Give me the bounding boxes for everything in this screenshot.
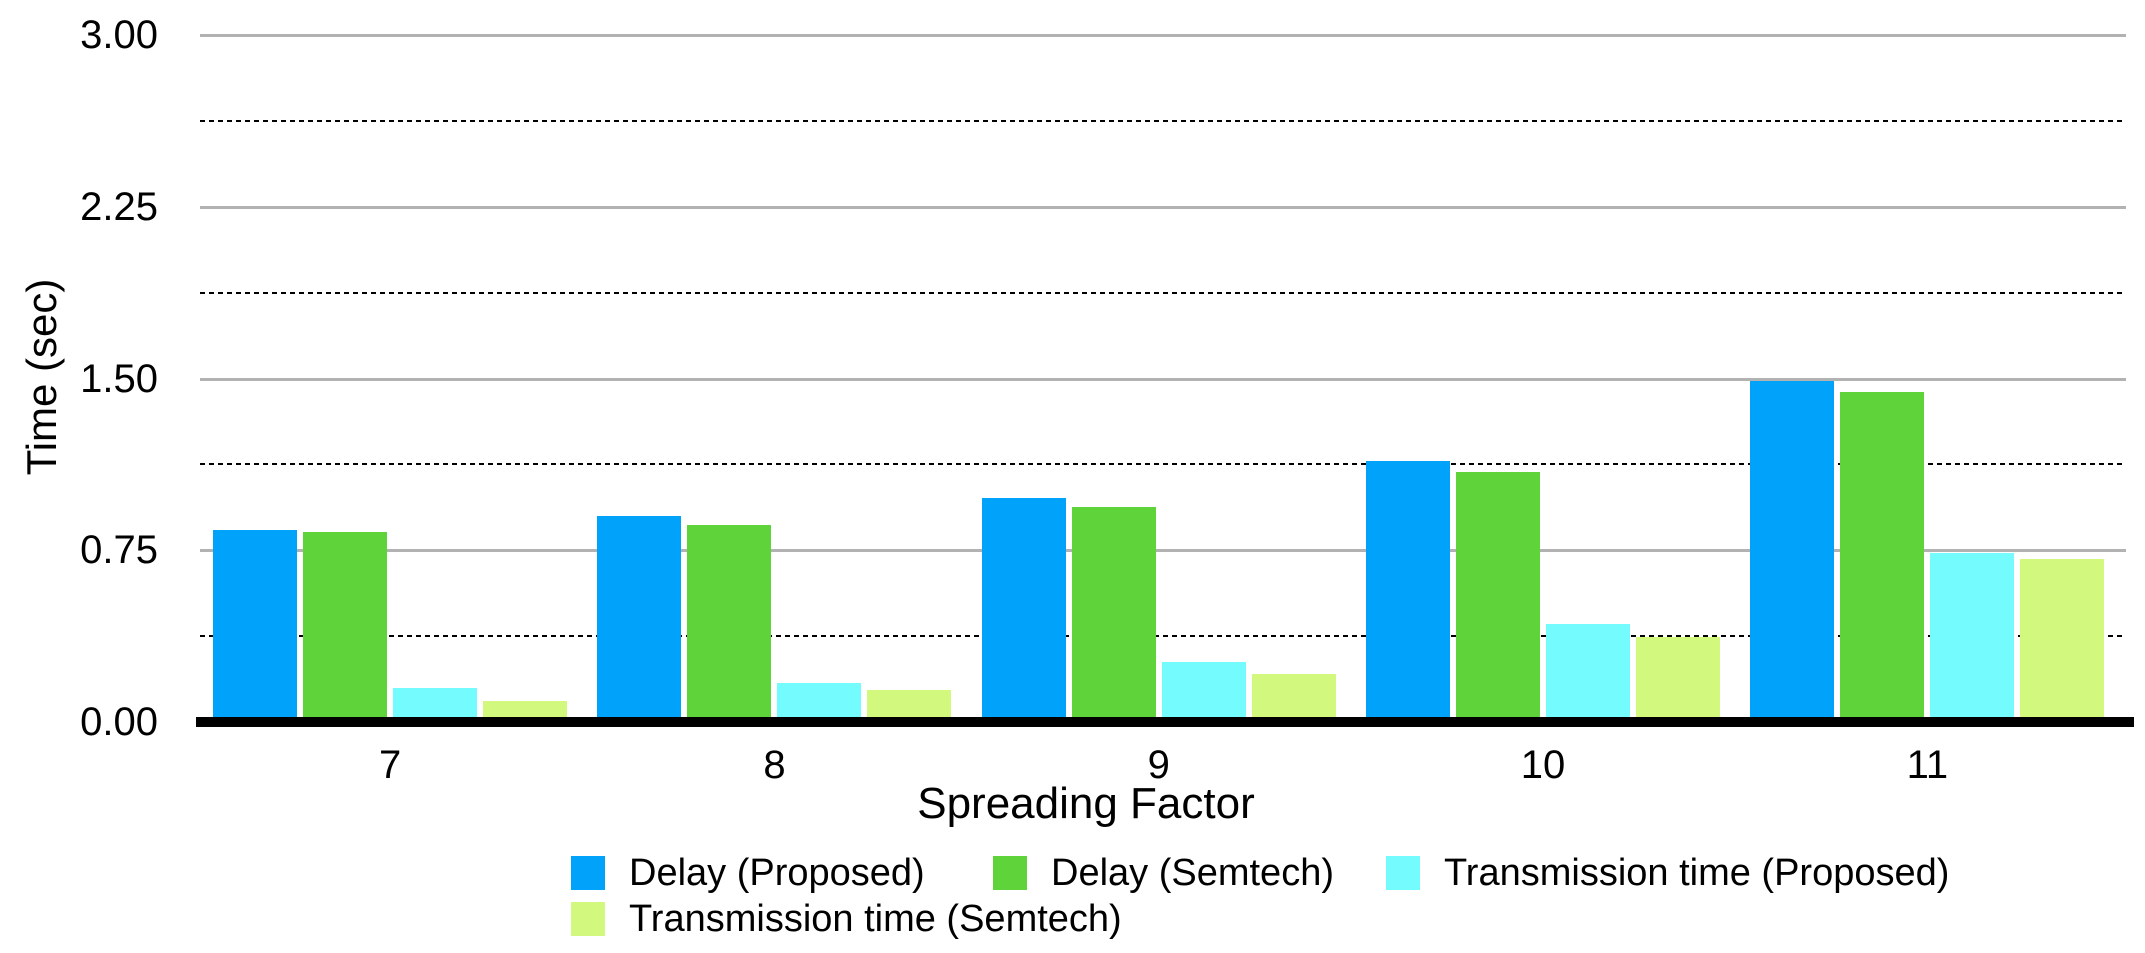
legend-label-transmission-time-semtech: Transmission time (Semtech)	[629, 898, 1122, 940]
legend-swatch-delay-semtech	[993, 856, 1027, 890]
bar-delay-semtech-sf7	[303, 531, 388, 722]
gridline-minor-1.125	[200, 463, 2126, 466]
x-tick-label-10: 10	[1520, 743, 1566, 787]
legend-label-delay-proposed: Delay (Proposed)	[629, 852, 925, 894]
bar-delay-semtech-sf11	[1840, 392, 1925, 722]
bar-transmission-time-proposed-sf10	[1546, 623, 1631, 722]
x-tick-label-7: 7	[379, 743, 402, 787]
bar-transmission-time-proposed-sf9	[1161, 662, 1246, 722]
x-axis-line	[196, 717, 2134, 727]
bar-delay-semtech-sf8	[687, 525, 772, 722]
bar-transmission-time-semtech-sf11	[2020, 559, 2105, 722]
x-tick-label-8: 8	[763, 743, 786, 787]
bar-transmission-time-semtech-sf8	[867, 689, 952, 722]
gridline-minor-0.375	[200, 635, 2126, 638]
bar-delay-proposed-sf10	[1366, 460, 1451, 722]
y-axis-title: Time (sec)	[18, 278, 65, 476]
bar-transmission-time-semtech-sf7	[483, 701, 568, 722]
bar-transmission-time-proposed-sf7	[393, 687, 478, 722]
bar-transmission-time-proposed-sf8	[777, 683, 862, 722]
y-tick-label-3.00: 3.00	[80, 13, 158, 57]
y-tick-label-1.50: 1.50	[80, 356, 158, 401]
bar-transmission-time-semtech-sf10	[1636, 637, 1721, 722]
y-tick-label-0.00: 0.00	[80, 700, 158, 744]
gridline-major-2.25	[200, 205, 2126, 209]
legend-label-delay-semtech: Delay (Semtech)	[1051, 852, 1334, 894]
y-tick-label-0.75: 0.75	[80, 528, 158, 573]
bar-delay-proposed-sf9	[981, 497, 1066, 722]
bar-delay-semtech-sf10	[1456, 472, 1541, 722]
x-tick-label-11: 11	[1906, 743, 1949, 787]
bar-delay-proposed-sf8	[597, 515, 682, 722]
gridline-major-1.5	[200, 377, 2126, 381]
bar-transmission-time-proposed-sf11	[1930, 552, 2015, 722]
legend-label-transmission-time-proposed: Transmission time (Proposed)	[1444, 852, 1950, 894]
legend-item-delay-proposed: Delay (Proposed)	[571, 852, 925, 894]
bar-transmission-time-semtech-sf9	[1251, 673, 1336, 722]
gridline-minor-2.625	[200, 119, 2126, 122]
bar-delay-proposed-sf11	[1750, 380, 1835, 722]
legend-swatch-transmission-time-proposed	[1386, 856, 1420, 890]
legend-item-transmission-time-semtech: Transmission time (Semtech)	[571, 898, 1122, 940]
legend-swatch-transmission-time-semtech	[571, 902, 605, 936]
legend-swatch-delay-proposed	[571, 856, 605, 890]
legend-item-delay-semtech: Delay (Semtech)	[993, 852, 1334, 894]
y-tick-label-2.25: 2.25	[80, 184, 158, 229]
gridline-major-3	[200, 34, 2126, 37]
legend-item-transmission-time-proposed: Transmission time (Proposed)	[1386, 852, 1950, 894]
x-axis-title: Spreading Factor	[917, 779, 1255, 828]
gridline-minor-1.875	[200, 291, 2126, 294]
gridline-major-0.75	[200, 549, 2126, 553]
bar-delay-proposed-sf7	[213, 529, 298, 722]
bar-delay-semtech-sf9	[1071, 506, 1156, 722]
x-tick-label-9: 9	[1147, 743, 1170, 787]
